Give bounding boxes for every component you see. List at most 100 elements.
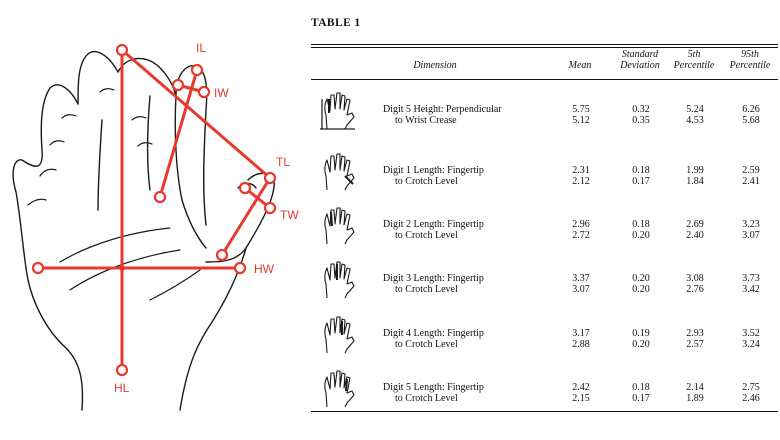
mean-cell: 2.31 2.12 (561, 165, 601, 187)
table-row: Digit 2 Length: Fingertip to Crotch Level… (311, 204, 778, 254)
hand-measurement-diagram: IL IW TL TW HW HL (12, 41, 299, 411)
dimension-cell: Digit 5 Height: Perpendicular to Wrist Cr… (383, 104, 502, 126)
p95-value-male: 3.52 (742, 328, 760, 339)
sd-value-male: 0.18 (632, 165, 650, 176)
sd-value-male: 0.18 (632, 219, 650, 230)
header-mean: Mean (568, 60, 592, 71)
sd-value-female: 0.17 (632, 393, 650, 404)
table-rule-header (311, 79, 778, 80)
header-sd-line2: Deviation (620, 60, 660, 71)
hand-digit-2-length-icon (317, 204, 357, 248)
p5-cell: 2.69 2.40 (675, 219, 715, 241)
p95-value-female: 5.68 (742, 115, 760, 126)
table-title: TABLE 1 (311, 17, 361, 29)
mean-value-male: 5.75 (572, 104, 590, 115)
dimension-line2: to Wrist Crease (395, 115, 457, 126)
p5-cell: 3.08 2.76 (675, 273, 715, 295)
mean-value-male: 2.31 (572, 165, 590, 176)
dimension-line2: to Crotch Level (395, 393, 458, 404)
dimension-cell: Digit 1 Length: Fingertip to Crotch Level (383, 165, 484, 187)
header-p5-line1: 5th (687, 49, 701, 60)
mean-cell: 2.96 2.72 (561, 219, 601, 241)
label-hl: HL (114, 381, 130, 395)
sd-cell: 0.20 0.20 (621, 273, 661, 295)
dimension-line2: to Crotch Level (395, 284, 458, 295)
header-p95-line2: Percentile (729, 60, 771, 71)
mean-value-male: 2.96 (572, 219, 590, 230)
p5-cell: 2.14 1.89 (675, 382, 715, 404)
dimension-line1: Digit 2 Length: Fingertip (383, 219, 484, 230)
header-dimension: Dimension (413, 60, 457, 71)
dimension-line1: Digit 5 Length: Fingertip (383, 382, 484, 393)
dimension-line2: to Crotch Level (395, 176, 458, 187)
p5-cell: 2.93 2.57 (675, 328, 715, 350)
mean-cell: 3.17 2.88 (561, 328, 601, 350)
label-il: IL (196, 41, 206, 55)
table-row: Digit 5 Height: Perpendicular to Wrist Cr… (311, 89, 778, 139)
p95-cell: 2.59 2.41 (731, 165, 771, 187)
hand-digit-3-length-icon (317, 258, 357, 302)
p95-cell: 6.26 5.68 (731, 104, 771, 126)
p95-value-female: 2.41 (742, 176, 760, 187)
mean-cell: 3.37 3.07 (561, 273, 601, 295)
mean-value-female: 2.88 (572, 339, 590, 350)
label-iw: IW (214, 86, 229, 100)
sd-cell: 0.19 0.20 (621, 328, 661, 350)
mean-value-male: 3.37 (572, 273, 590, 284)
sd-value-female: 0.20 (632, 284, 650, 295)
sd-cell: 0.18 0.17 (621, 382, 661, 404)
p95-value-female: 3.07 (742, 230, 760, 241)
p5-value-male: 2.14 (686, 382, 704, 393)
hand-digit-5-height-icon (317, 89, 357, 133)
header-standard-deviation: Standard Deviation (610, 49, 670, 71)
dimension-cell: Digit 5 Length: Fingertip to Crotch Level (383, 382, 484, 404)
measurement-lines (31, 43, 277, 377)
mean-value-male: 2.42 (572, 382, 590, 393)
header-95th-percentile: 95th Percentile (724, 49, 776, 71)
header-p5-line2: Percentile (673, 60, 715, 71)
mean-value-female: 3.07 (572, 284, 590, 295)
p95-cell: 3.73 3.42 (731, 273, 771, 295)
dimension-cell: Digit 4 Length: Fingertip to Crotch Level (383, 328, 484, 350)
sd-value-male: 0.18 (632, 382, 650, 393)
dimension-line1: Digit 5 Height: Perpendicular (383, 104, 502, 115)
p95-value-male: 3.23 (742, 219, 760, 230)
p5-value-female: 2.76 (686, 284, 704, 295)
p95-value-male: 2.75 (742, 382, 760, 393)
table-row: Digit 4 Length: Fingertip to Crotch Level… (311, 313, 778, 363)
p5-value-male: 2.93 (686, 328, 704, 339)
table-row: Digit 3 Length: Fingertip to Crotch Level… (311, 258, 778, 308)
p5-value-male: 5.24 (686, 104, 704, 115)
p95-cell: 2.75 2.46 (731, 382, 771, 404)
label-tl: TL (276, 155, 290, 169)
mean-value-female: 2.15 (572, 393, 590, 404)
p95-cell: 3.52 3.24 (731, 328, 771, 350)
hand-digit-1-length-icon (317, 150, 357, 194)
mean-value-female: 2.12 (572, 176, 590, 187)
mean-cell: 2.42 2.15 (561, 382, 601, 404)
p95-value-male: 2.59 (742, 165, 760, 176)
sd-value-female: 0.17 (632, 176, 650, 187)
table-row: Digit 1 Length: Fingertip to Crotch Level… (311, 150, 778, 200)
sd-value-female: 0.35 (632, 115, 650, 126)
dimension-line2: to Crotch Level (395, 230, 458, 241)
p5-value-female: 2.40 (686, 230, 704, 241)
mean-value-female: 5.12 (572, 115, 590, 126)
p95-value-female: 2.46 (742, 393, 760, 404)
sd-cell: 0.18 0.17 (621, 165, 661, 187)
sd-value-male: 0.32 (632, 104, 650, 115)
p5-cell: 5.24 4.53 (675, 104, 715, 126)
sd-cell: 0.18 0.20 (621, 219, 661, 241)
mean-value-male: 3.17 (572, 328, 590, 339)
sd-cell: 0.32 0.35 (621, 104, 661, 126)
p95-value-male: 3.73 (742, 273, 760, 284)
table-rule-top-secondary (311, 47, 778, 48)
p5-value-female: 1.89 (686, 393, 704, 404)
p95-cell: 3.23 3.07 (731, 219, 771, 241)
hand-digit-4-length-icon (317, 313, 357, 357)
sd-value-male: 0.19 (632, 328, 650, 339)
table-row: Digit 5 Length: Fingertip to Crotch Level… (311, 367, 778, 417)
sd-value-male: 0.20 (632, 273, 650, 284)
dimension-cell: Digit 2 Length: Fingertip to Crotch Level (383, 219, 484, 241)
p95-value-female: 3.24 (742, 339, 760, 350)
